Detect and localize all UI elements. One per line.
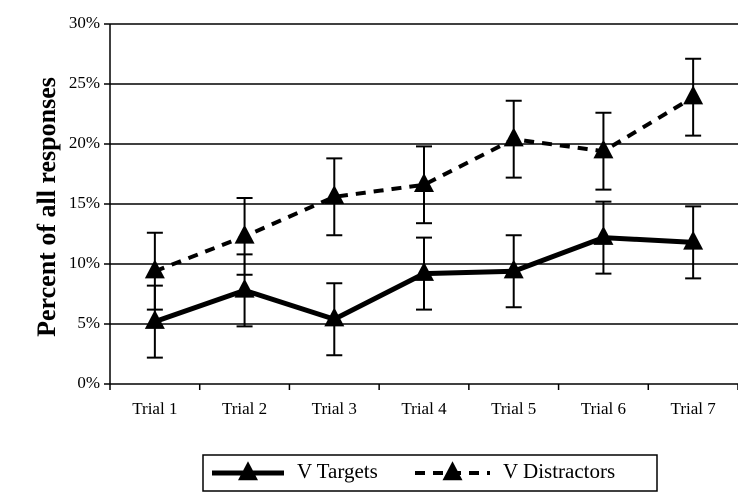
data-point (503, 127, 524, 147)
data-point (414, 261, 434, 281)
y-axis-label: Percent of all responses (32, 77, 61, 337)
gridlines (104, 23, 738, 390)
data-point (144, 259, 165, 279)
legend-label: V Distractors (503, 459, 615, 483)
y-tick-label: 25% (69, 73, 100, 92)
data-point (593, 225, 614, 245)
y-tick-label: 15% (69, 193, 100, 212)
series-v-targets (144, 200, 704, 359)
data-point (503, 259, 524, 279)
data-point (234, 224, 255, 244)
x-tick-label: Trial 7 (671, 399, 717, 418)
y-tick-label: 5% (77, 313, 100, 332)
legend: V Targets V Distractors (202, 454, 658, 492)
y-tick-label: 10% (69, 253, 100, 272)
series-v-distractors (144, 57, 704, 311)
data-point (414, 173, 434, 193)
data-point (683, 85, 704, 105)
x-tick-label: Trial 2 (222, 399, 267, 418)
data-point (324, 185, 345, 205)
x-tick-label: Trial 4 (401, 399, 447, 418)
legend-swatch-marker (238, 461, 258, 481)
x-tick-label: Trial 1 (132, 399, 177, 418)
legend-swatch-marker (442, 461, 463, 481)
x-tick-label: Trial 5 (491, 399, 536, 418)
x-tick-label: Trial 6 (581, 399, 626, 418)
y-tick-label: 0% (77, 373, 100, 392)
x-axis-ticks: Trial 1 Trial 2 Trial 3 Trial 4 Trial 5 Trial… (132, 399, 716, 418)
data-point (144, 309, 165, 329)
data-point (683, 230, 704, 250)
data-point (234, 278, 255, 298)
legend-label: V Targets (297, 459, 378, 483)
y-tick-label: 30% (69, 13, 100, 32)
y-tick-label: 20% (69, 133, 100, 152)
data-point (324, 307, 345, 327)
data-point (593, 139, 614, 159)
series-layer (144, 57, 704, 359)
x-tick-label: Trial 3 (312, 399, 357, 418)
y-axis-ticks: 0% 5% 10% 15% 20% 25% 30% (69, 13, 100, 392)
